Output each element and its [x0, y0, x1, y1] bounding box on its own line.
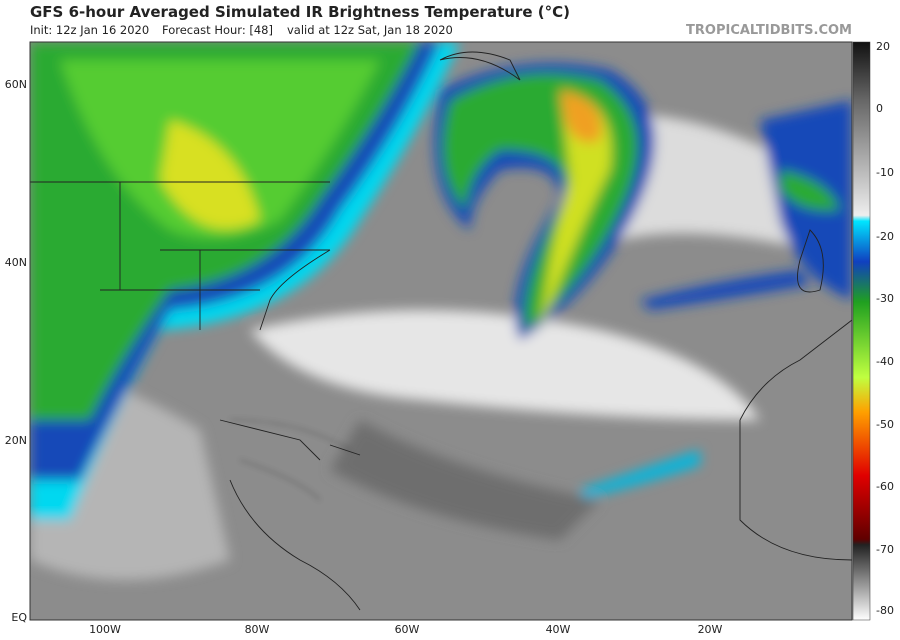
colorbar-label: -50	[876, 418, 894, 431]
source: TROPICALTIDBITS.COM	[686, 23, 852, 38]
longitude-label: 40W	[546, 623, 571, 636]
forecast-hour: Forecast Hour: [48]	[162, 23, 273, 37]
colorbar	[852, 41, 871, 621]
latitude-label: EQ	[11, 611, 27, 624]
colorbar-label: 20	[876, 40, 890, 53]
title: GFS 6-hour Averaged Simulated IR Brightn…	[30, 3, 570, 21]
colorbar-label: -70	[876, 543, 894, 556]
colorbar-label: -10	[876, 166, 894, 179]
longitude-label: 80W	[245, 623, 270, 636]
longitude-label: 20W	[698, 623, 723, 636]
colorbar-label: 0	[876, 102, 883, 115]
map-frame	[29, 41, 853, 621]
colorbar-label: -20	[876, 230, 894, 243]
latitude-label: 40N	[5, 256, 27, 269]
colorbar-label: -80	[876, 604, 894, 617]
init-time: Init: 12z Jan 16 2020	[30, 23, 149, 37]
longitude-label: 60W	[395, 623, 420, 636]
latitude-label: 60N	[5, 78, 27, 91]
colorbar-label: -40	[876, 355, 894, 368]
latitude-label: 20N	[5, 434, 27, 447]
longitude-label: 100W	[89, 623, 121, 636]
satellite-map	[30, 42, 852, 620]
colorbar-label: -30	[876, 292, 894, 305]
colorbar-label: -60	[876, 480, 894, 493]
valid-time: valid at 12z Sat, Jan 18 2020	[287, 23, 453, 37]
